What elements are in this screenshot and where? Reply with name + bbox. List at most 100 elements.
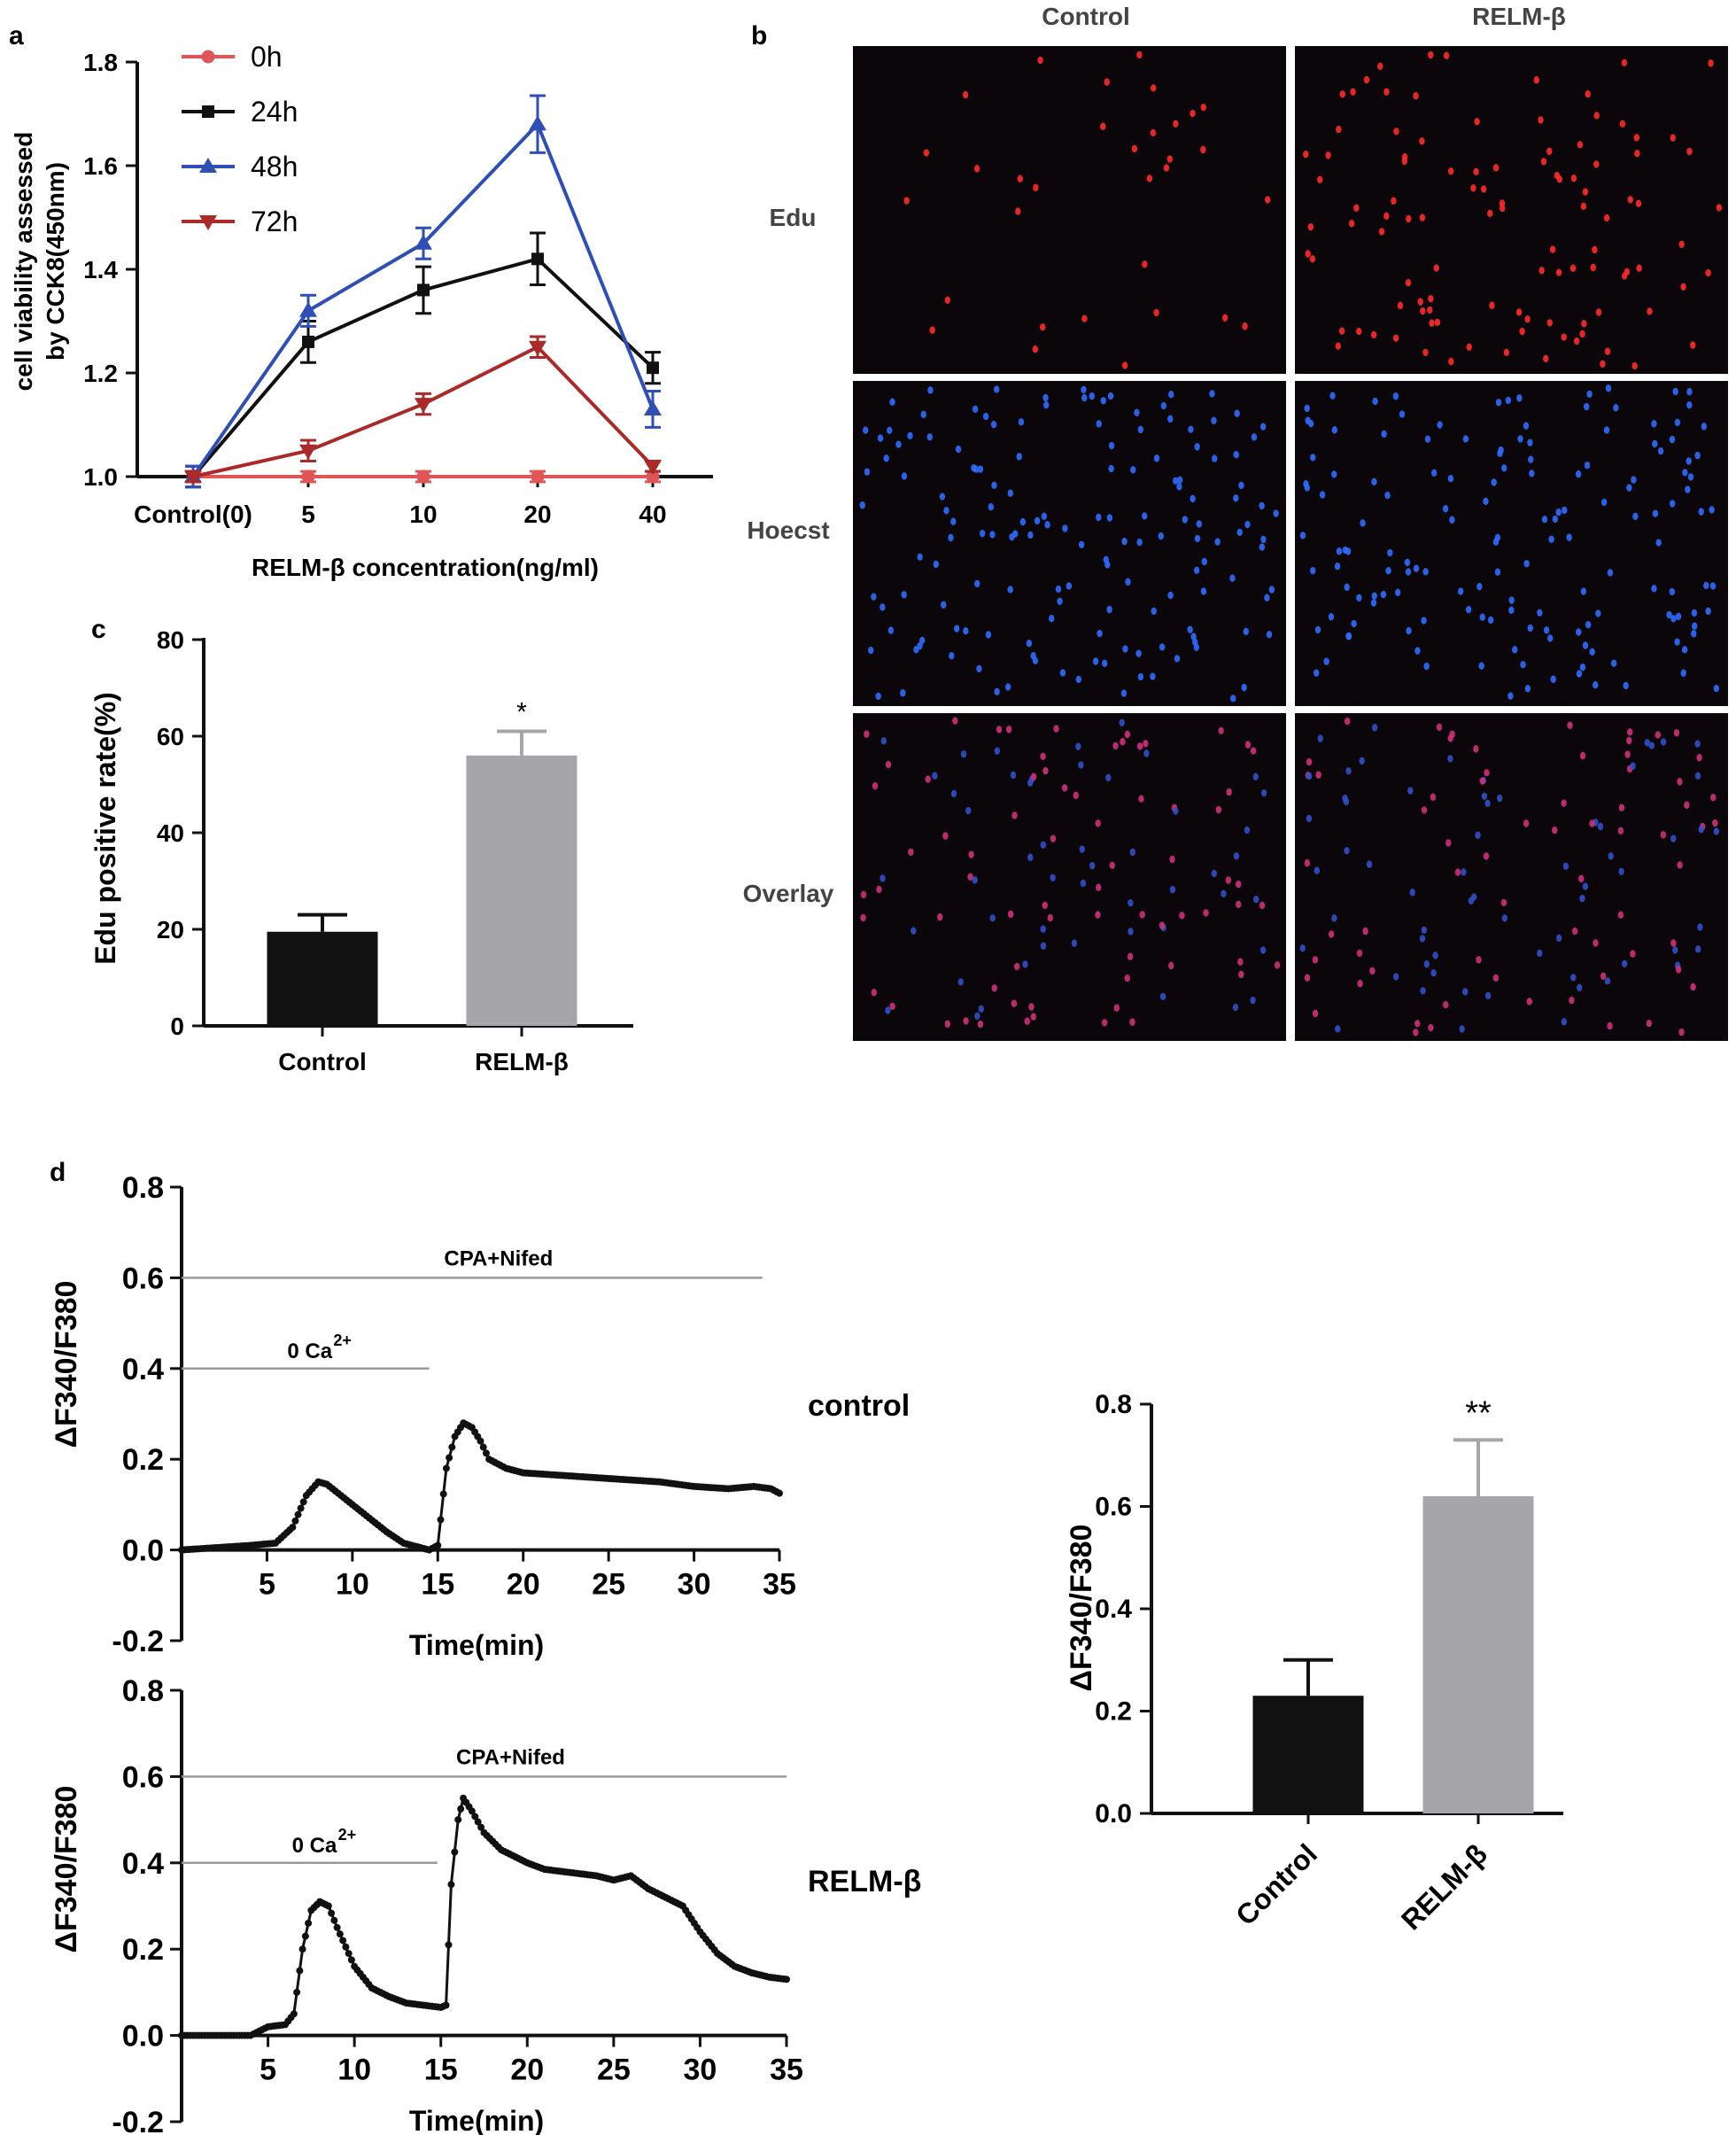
cell-nucleus xyxy=(1173,120,1179,128)
chart-a-xtick-label: 40 xyxy=(639,501,666,528)
cell-nucleus xyxy=(1589,648,1595,656)
cell-nucleus xyxy=(1176,483,1182,491)
cell-nucleus xyxy=(1348,220,1355,228)
chart-d-relm-trace-point xyxy=(290,2010,298,2018)
cell-nucleus xyxy=(1576,628,1582,636)
cell-nucleus xyxy=(1621,58,1628,67)
chart-d-relm-ytick-label: -0.2 xyxy=(112,2106,164,2135)
cell-nucleus xyxy=(1336,547,1343,555)
cell-nucleus xyxy=(1404,558,1411,567)
chart-c-edu-rate: 0 20 40 60 80 Control RELM-β * Edu positive ra… xyxy=(89,626,633,1075)
cell-nucleus xyxy=(1681,646,1688,654)
cell-nucleus xyxy=(1570,175,1577,182)
chart-a-point-48h xyxy=(299,301,317,317)
cell-nucleus xyxy=(1233,852,1240,860)
cell-nucleus xyxy=(1221,314,1228,322)
cell-nucleus xyxy=(1252,772,1259,780)
cell-nucleus xyxy=(943,507,949,515)
cell-nucleus xyxy=(1579,330,1585,338)
cell-nucleus xyxy=(1079,845,1085,853)
legend-label-48h: 48h xyxy=(251,151,298,182)
cell-nucleus xyxy=(990,420,997,429)
cell-nucleus xyxy=(1583,402,1590,411)
cell-nucleus xyxy=(1397,301,1404,310)
cell-nucleus xyxy=(1018,418,1025,426)
cell-nucleus xyxy=(1595,609,1601,617)
cell-nucleus xyxy=(1492,974,1500,982)
cell-nucleus xyxy=(1194,534,1201,543)
cell-nucleus xyxy=(1037,56,1043,65)
chart-d-relm-xtick-label: 35 xyxy=(770,2053,803,2087)
cell-nucleus xyxy=(1414,647,1421,655)
cell-nucleus xyxy=(1473,745,1479,753)
cell-nucleus xyxy=(1259,423,1267,431)
chart-d-control-ylabel: ΔF340/F380 xyxy=(50,1281,83,1448)
cell-nucleus xyxy=(1142,512,1148,520)
cell-nucleus xyxy=(962,90,969,99)
cell-nucleus xyxy=(1607,569,1614,577)
cell-nucleus xyxy=(1200,145,1206,154)
cell-nucleus xyxy=(1607,1021,1613,1030)
chart-d-relm-trace-point xyxy=(336,1930,344,1938)
cell-nucleus xyxy=(1580,587,1587,595)
cell-nucleus xyxy=(1251,433,1258,441)
cell-nucleus xyxy=(1657,446,1664,455)
cell-nucleus xyxy=(1151,84,1157,92)
cell-nucleus xyxy=(1137,425,1143,434)
cell-nucleus xyxy=(1215,805,1222,814)
cell-nucleus xyxy=(1306,757,1313,766)
chart-d-control-ytick-label: -0.2 xyxy=(112,1625,164,1658)
cell-nucleus xyxy=(1179,912,1185,920)
cell-nucleus xyxy=(872,782,879,790)
chart-d-relm-trace-point xyxy=(333,1923,341,1931)
cell-nucleus xyxy=(1080,879,1087,888)
chart-c-xtick-label: Control xyxy=(278,1048,367,1075)
cell-nucleus xyxy=(1508,606,1515,614)
chart-d-bar-ytick-label: 0.8 xyxy=(1095,1390,1132,1419)
cell-nucleus xyxy=(1313,669,1320,677)
cell-nucleus xyxy=(1104,78,1110,86)
cell-nucleus xyxy=(1647,307,1653,315)
chart-d-relm-trace-point xyxy=(342,1943,350,1951)
cell-nucleus xyxy=(1190,109,1196,118)
chart-d-relm-xtick-label: 20 xyxy=(510,2053,544,2087)
cell-nucleus xyxy=(1633,134,1640,142)
chart-d-bar-xtick-label: RELM-β xyxy=(1395,1837,1493,1936)
chart-d-bar-ytick-label: 0.0 xyxy=(1095,1799,1132,1828)
cell-nucleus xyxy=(1433,264,1439,272)
cell-nucleus xyxy=(1489,301,1495,309)
cell-nucleus xyxy=(1203,909,1209,917)
cell-nucleus xyxy=(1672,387,1678,396)
cell-nucleus xyxy=(1323,657,1329,665)
chart-d-control-trace-point xyxy=(479,1443,487,1451)
cell-nucleus xyxy=(864,468,871,476)
cell-nucleus xyxy=(1055,585,1062,594)
cell-nucleus xyxy=(1537,949,1543,958)
cell-nucleus xyxy=(1475,831,1481,839)
cell-nucleus xyxy=(1505,396,1512,405)
cell-nucleus xyxy=(1569,997,1575,1005)
cell-nucleus xyxy=(1071,939,1078,947)
cell-nucleus xyxy=(1356,327,1362,336)
cell-nucleus xyxy=(1338,327,1345,335)
cell-nucleus xyxy=(1106,514,1113,522)
chart-a-xtick-label: 5 xyxy=(301,501,315,528)
cell-nucleus xyxy=(1550,675,1556,683)
cell-nucleus xyxy=(1139,911,1145,919)
cell-nucleus xyxy=(1304,404,1310,413)
cell-nucleus xyxy=(1339,90,1345,98)
chart-d-relm-trace-point xyxy=(298,1945,306,1953)
cell-nucleus xyxy=(1319,491,1326,499)
cell-nucleus xyxy=(1508,596,1515,604)
chart-c-ytick-label: 20 xyxy=(157,916,184,943)
cell-nucleus xyxy=(895,440,902,448)
cell-nucleus xyxy=(1259,543,1266,551)
chart-d-relm-trace-point xyxy=(293,1988,301,1996)
cell-nucleus xyxy=(1626,736,1632,745)
chart-d-relm-trace-point xyxy=(345,1950,353,1958)
cell-nucleus xyxy=(974,1012,980,1021)
cell-nucleus xyxy=(1109,861,1115,870)
cell-nucleus xyxy=(1413,564,1420,572)
cell-nucleus xyxy=(1130,466,1136,474)
cell-nucleus xyxy=(1043,400,1050,409)
